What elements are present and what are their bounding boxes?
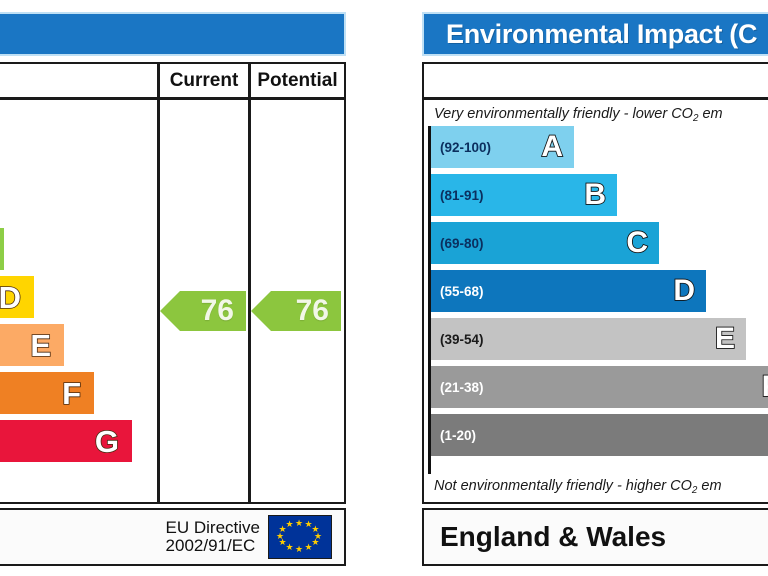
eu-star-icon: ★ — [275, 530, 285, 541]
eu-star-icon: ★ — [294, 517, 304, 528]
co2-band-letter-d: D — [672, 274, 695, 307]
eu-directive-line1: EU Directive — [165, 517, 260, 537]
co2-band-letter-f: F — [761, 371, 768, 403]
co2-band-f: (21-38) F — [431, 366, 768, 408]
environmental-impact-band-list: (92-100) A (81-91) B (69-80) C (55-68) D (39-54)… — [431, 126, 768, 474]
eu-star-icon: ★ — [304, 541, 313, 552]
environmental-impact-axis — [428, 126, 431, 474]
co2-band-range-f: (21-38) — [440, 379, 484, 395]
environmental-impact-bottom-caption: Not environmentally friendly - higher CO… — [434, 478, 722, 496]
co2-band-letter-c: C — [625, 226, 648, 259]
bottom-caption-subscript: 2 — [691, 484, 698, 496]
energy-band-g: (1-20)G — [0, 420, 132, 462]
energy-rating-band-list: (92 plus)A(81-91)B(69-80)C(55-68)D(39-54… — [0, 132, 152, 472]
top-caption-post: em — [698, 106, 723, 122]
energy-rating-country-label: es — [0, 522, 166, 553]
potential-rating-value: 76 — [295, 294, 329, 327]
environmental-impact-country-label: England & Wales — [440, 521, 667, 552]
energy-band-d: (55-68)D — [0, 276, 34, 318]
co2-band-range-c: (69-80) — [440, 235, 484, 251]
eu-directive-label: EU Directive 2002/91/EC — [165, 517, 268, 556]
eu-star-icon: ★ — [278, 537, 287, 547]
energy-rating-column-header-row: Current Potential — [0, 64, 344, 100]
energy-rating-header-bar: y Rating — [0, 12, 346, 56]
environmental-impact-title: Environmental Impact (C — [446, 18, 758, 49]
co2-band-c: (69-80) C — [431, 222, 659, 264]
top-caption-subscript: 2 — [692, 112, 699, 124]
co2-band-a: (92-100) A — [431, 126, 574, 168]
current-rating-value: 76 — [200, 294, 234, 327]
column-header-current: Current — [157, 64, 248, 97]
eu-star-icon: ★ — [311, 524, 320, 534]
eu-star-icon: ★ — [311, 537, 320, 547]
energy-band-f: (21-38)F — [0, 372, 94, 414]
co2-band-letter-a: A — [540, 130, 563, 163]
co2-band-letter-b: B — [583, 178, 606, 211]
environmental-impact-top-caption: Very environmentally friendly - lower CO… — [434, 106, 723, 124]
co2-band-range-e: (39-54) — [440, 331, 484, 347]
energy-band-letter-d: D — [0, 279, 22, 315]
co2-band-d: (55-68) D — [431, 270, 706, 312]
energy-band-letter-e: E — [30, 327, 52, 363]
eu-star-icon: ★ — [285, 541, 294, 552]
eu-star-icon: ★ — [294, 543, 304, 554]
potential-rating-arrow: 76 — [251, 291, 341, 331]
co2-band-letter-e: E — [714, 322, 736, 355]
co2-band-range-b: (81-91) — [440, 187, 484, 203]
column-divider-2 — [248, 100, 251, 502]
column-header-potential: Potential — [248, 64, 344, 97]
co2-band-range-d: (55-68) — [440, 283, 484, 299]
column-divider-1 — [157, 100, 160, 502]
energy-band-e: (39-54)E — [0, 324, 64, 366]
eu-star-icon: ★ — [304, 519, 313, 530]
environmental-impact-header-bar: Environmental Impact (C — [422, 12, 768, 56]
eu-flag-icon: ★ ★ ★ ★ ★ ★ ★ ★ ★ ★ ★ ★ — [268, 515, 332, 559]
eu-star-icon: ★ — [278, 524, 287, 534]
energy-band-letter-g: G — [94, 423, 120, 459]
co2-band-e: (39-54) E — [431, 318, 746, 360]
current-rating-arrow: 76 — [160, 291, 246, 331]
co2-band-range-a: (92-100) — [440, 139, 492, 155]
energy-efficiency-rating-panel: y Rating Current Potential ning costs (9… — [0, 0, 346, 576]
energy-band-c: (69-80)C — [0, 228, 4, 270]
environmental-impact-rating-panel: Environmental Impact (C Very environment… — [422, 0, 768, 576]
eu-star-icon: ★ — [313, 530, 323, 541]
top-caption-pre: Very environmentally friendly - lower CO — [434, 106, 693, 122]
bottom-caption-pre: Not environmentally friendly - higher CO — [434, 478, 692, 494]
eu-star-icon: ★ — [285, 519, 294, 530]
co2-band-range-g: (1-20) — [440, 427, 477, 443]
co2-band-b: (81-91) B — [431, 174, 617, 216]
co2-band-g: (1-20)G — [431, 414, 768, 456]
environmental-impact-body: Very environmentally friendly - lower CO… — [422, 62, 768, 504]
bottom-caption-post: em — [697, 478, 722, 494]
energy-rating-body: Current Potential ning costs (92 plus)A(… — [0, 62, 346, 504]
energy-rating-footer: es EU Directive 2002/91/EC ★★★★★★★★★★★★ — [0, 508, 346, 566]
environmental-impact-footer: England & Wales — [422, 508, 768, 566]
environmental-impact-top-row — [424, 64, 768, 100]
energy-band-letter-f: F — [61, 375, 82, 411]
eu-directive-line2: 2002/91/EC — [165, 536, 256, 555]
